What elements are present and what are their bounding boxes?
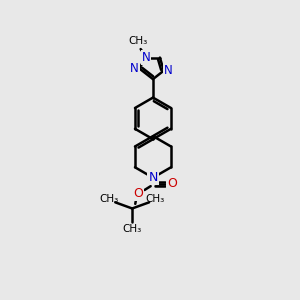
Text: N: N [130,62,139,75]
Text: CH₃: CH₃ [146,194,165,204]
Text: CH₃: CH₃ [100,194,119,204]
Text: CH₃: CH₃ [123,224,142,233]
Text: O: O [134,187,143,200]
Text: O: O [167,177,177,190]
Text: N: N [142,51,150,64]
Text: N: N [164,64,173,77]
Text: CH₃: CH₃ [129,36,148,46]
Text: N: N [148,171,158,184]
